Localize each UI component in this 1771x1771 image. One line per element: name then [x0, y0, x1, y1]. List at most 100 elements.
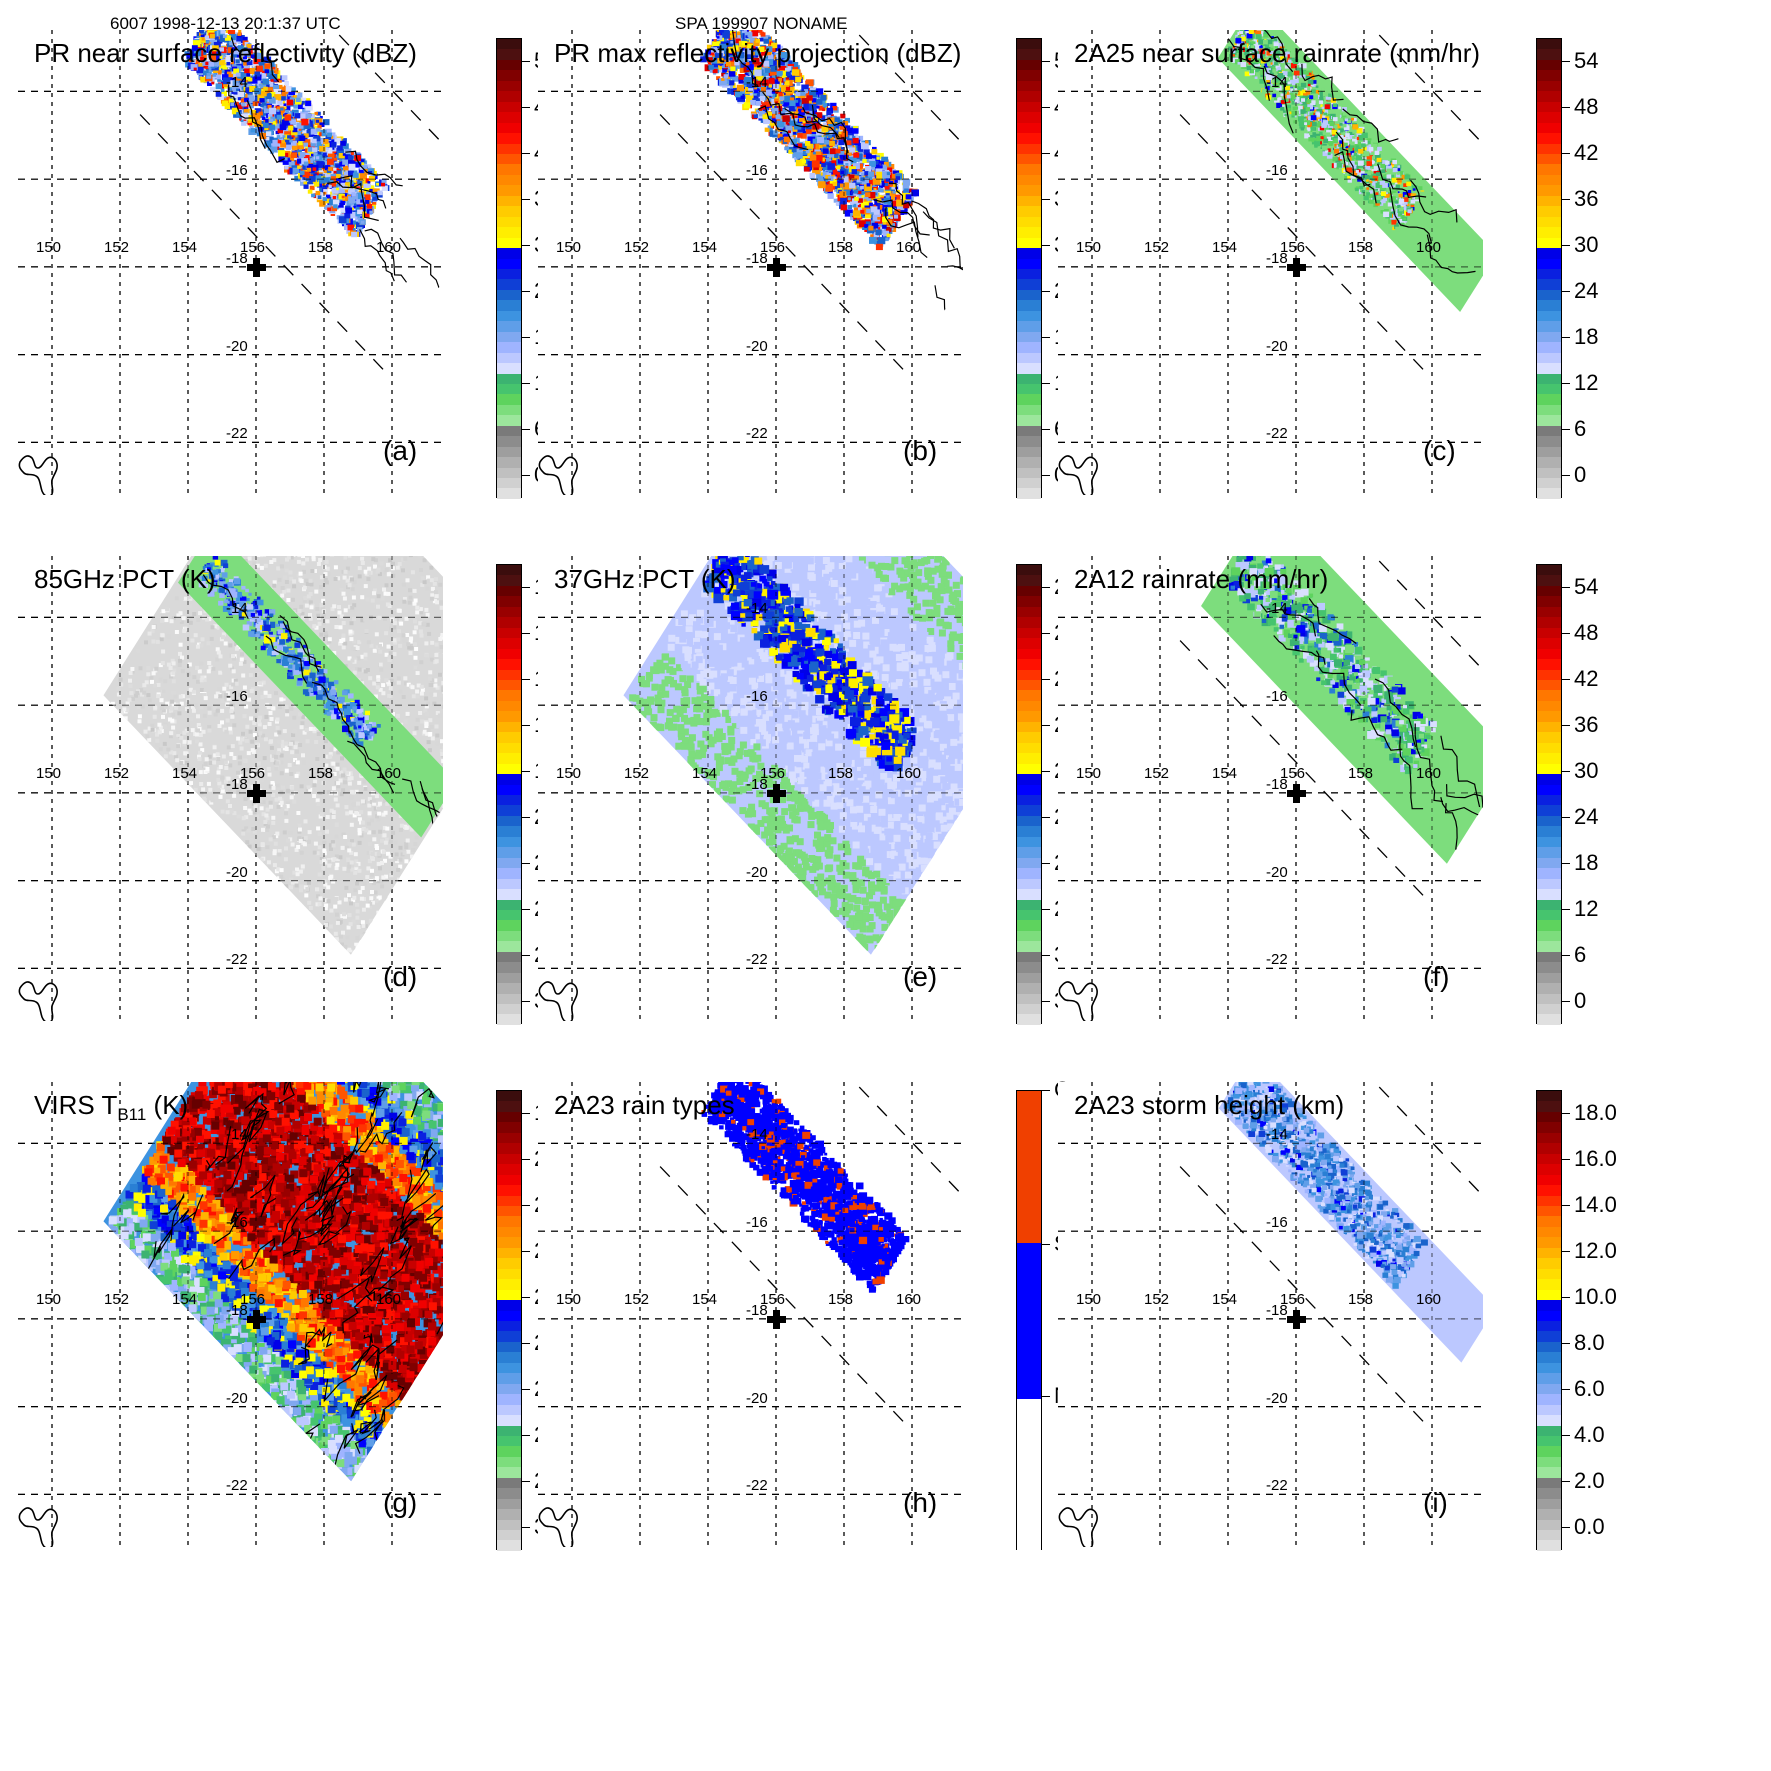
swath-pixel	[822, 103, 828, 108]
swath-pixel	[247, 58, 251, 62]
swath-pixel	[345, 207, 353, 214]
swath-pixel	[266, 131, 272, 137]
swath-pixel	[206, 73, 211, 77]
swath-pixel	[376, 183, 379, 186]
swath-pixel	[272, 66, 276, 70]
swath-pixel	[357, 181, 363, 186]
swath-pixel	[357, 216, 361, 219]
swath-pixel	[805, 82, 809, 85]
swath-pixel	[283, 152, 289, 158]
swath-pixel	[254, 71, 260, 77]
swath-pixel	[210, 86, 216, 92]
swath-pixel	[767, 125, 771, 129]
swath-pixel	[886, 233, 891, 238]
swath-pixel	[315, 119, 320, 123]
swath-pixel	[332, 196, 337, 200]
swath-pixel	[728, 80, 735, 86]
swath-pixel	[347, 224, 354, 231]
colorbar-tick	[522, 245, 530, 246]
swath-pixel	[226, 54, 233, 60]
swath-pixel	[212, 73, 217, 77]
swath-pixel	[229, 34, 236, 41]
swath-pixel	[366, 204, 373, 209]
swath-pixel	[307, 150, 315, 157]
swath-pixel	[276, 114, 282, 120]
swath-pixel	[355, 206, 360, 211]
swath-pixel	[339, 159, 343, 162]
swath-pixel	[796, 82, 801, 86]
swath-pixel	[338, 153, 345, 159]
colorbar-tick	[522, 383, 530, 384]
swath-pixel	[357, 184, 362, 188]
swath-pixel	[312, 147, 318, 153]
swath-pixel	[281, 140, 286, 144]
swath-pixel	[364, 194, 371, 200]
swath-pixel	[270, 92, 276, 97]
swath-pixel	[868, 225, 874, 231]
swath-pixel	[279, 138, 284, 143]
swath-pixel	[289, 115, 297, 122]
colorbar-segment	[497, 467, 521, 479]
swath-pixel	[233, 48, 240, 55]
swath-pixel	[286, 99, 294, 106]
swath-pixel	[247, 94, 255, 101]
swath-pixel	[281, 75, 288, 81]
swath-pixel	[752, 57, 760, 65]
colorbar-segment	[497, 80, 521, 92]
swath-pixel	[351, 192, 356, 197]
swath-pixel	[313, 152, 317, 156]
swath-pixel	[793, 131, 797, 135]
swath-pixel	[371, 200, 377, 205]
swath-pixel	[278, 150, 286, 157]
colorbar-segment	[497, 268, 521, 280]
swath-pixel	[809, 172, 816, 179]
swath-pixel	[276, 135, 282, 140]
swath-pixel	[768, 84, 772, 88]
contour-line	[399, 237, 440, 289]
swath-pixel	[280, 96, 286, 101]
swath-pixel	[241, 86, 246, 90]
swath-pixel	[329, 135, 334, 139]
swath-pixel	[850, 201, 854, 205]
swath-pixel	[325, 204, 331, 210]
swath-pixel	[282, 158, 290, 165]
swath-pixel	[895, 176, 900, 180]
swath-pixel	[805, 141, 811, 146]
swath-pixel	[361, 179, 368, 185]
swath-pixel	[302, 164, 309, 170]
swath-pixel	[845, 165, 849, 169]
swath-pixel	[788, 60, 793, 64]
swath-pixel	[879, 188, 884, 193]
swath-pixel	[247, 119, 252, 123]
swath-pixel	[303, 142, 308, 147]
swath-pixel	[760, 120, 764, 123]
lon-tick-label: 160	[376, 239, 401, 256]
swath-pixel	[299, 135, 306, 141]
swath-pixel	[201, 50, 207, 55]
swath-pixel	[363, 183, 371, 191]
swath-pixel	[311, 193, 316, 198]
colorbar-tick	[522, 475, 530, 476]
swath-pixel	[299, 174, 303, 178]
swath-pixel	[280, 107, 284, 111]
map-canvas[interactable]	[18, 30, 443, 495]
swath-pixel	[362, 197, 370, 204]
colorbar-segment	[497, 39, 521, 50]
swath-pixel	[222, 64, 228, 70]
swath-pixel	[301, 158, 308, 165]
colorbar-segment	[497, 174, 521, 186]
swath-pixel	[285, 85, 293, 92]
colorbar-tick	[522, 107, 530, 108]
colorbar-segment	[497, 373, 521, 384]
swath-pixel	[905, 194, 912, 200]
swath-pixel	[728, 46, 735, 53]
swath-pixel	[280, 121, 284, 125]
colorbar-tick	[522, 61, 530, 62]
swath-pixel	[241, 53, 245, 57]
swath-pixel	[866, 208, 871, 214]
swath-pixel	[737, 35, 741, 38]
swath-pixel	[839, 179, 844, 184]
swath-pixel	[302, 169, 306, 172]
swath-pixel	[333, 204, 338, 209]
colorbar-tick	[522, 337, 530, 338]
